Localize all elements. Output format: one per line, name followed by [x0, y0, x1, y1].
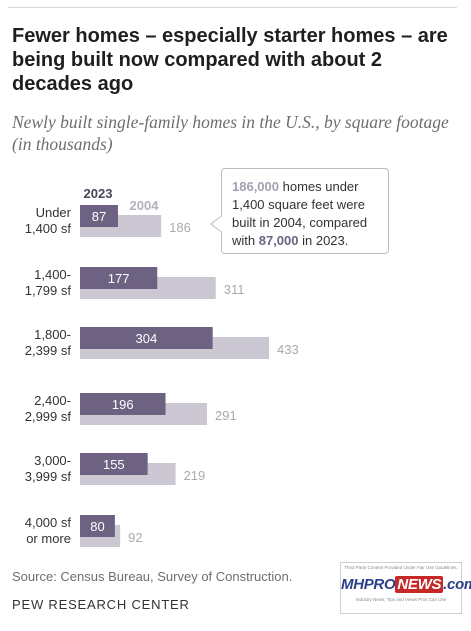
watermark-bottom-text: Industry News, Tips and Views Pros Can U… — [355, 597, 447, 602]
value-label-2004: 311 — [224, 282, 245, 297]
chart-title: Fewer homes – especially starter homes –… — [12, 25, 448, 95]
category-label: 3,000- — [34, 453, 71, 468]
value-label-2004: 433 — [277, 342, 299, 357]
top-rule — [8, 7, 457, 8]
category-label: 4,000 sf — [25, 515, 72, 530]
value-label-2023: 177 — [108, 271, 130, 286]
value-label-2023: 87 — [92, 209, 106, 224]
bar-2023 — [80, 393, 166, 415]
chart-subtitle: Newly built single-family homes in the U… — [12, 112, 449, 154]
value-label-2004: 219 — [184, 468, 206, 483]
logo-part-c: .com — [443, 576, 471, 593]
bar-2023 — [80, 205, 118, 227]
category-label: or more — [26, 531, 71, 546]
source-note: Source: Census Bureau, Survey of Constru… — [12, 569, 293, 584]
category-label: 2,999 sf — [25, 409, 72, 424]
bar-2023 — [80, 267, 158, 289]
category-label: Under — [36, 205, 72, 220]
value-label-2023: 155 — [103, 457, 125, 472]
org-name: PEW RESEARCH CENTER — [12, 597, 190, 612]
logo-part-b: NEWS — [395, 576, 444, 593]
callout-box: 186,000 homes under 1,400 square feet we… — [221, 168, 389, 254]
bar-2023 — [80, 453, 148, 475]
category-label: 3,999 sf — [25, 469, 72, 484]
value-label-2004: 92 — [128, 530, 142, 545]
category-label: 1,400- — [34, 267, 71, 282]
value-label-2023: 80 — [90, 519, 104, 534]
value-label-2023: 196 — [112, 397, 134, 412]
callout-pointer-fill — [212, 216, 222, 232]
category-label: 2,400- — [34, 393, 71, 408]
watermark-top-text: Third Party Content Provided Under Fair … — [344, 565, 458, 570]
legend-2023: 2023 — [84, 186, 113, 201]
category-label: 1,800- — [34, 327, 71, 342]
watermark-logo: Third Party Content Provided Under Fair … — [340, 562, 471, 614]
callout-text-2: in 2023. — [298, 233, 349, 248]
callout-text-1: homes under 1,400 square feet were built… — [232, 179, 368, 248]
logo-part-a: MHPRO — [341, 576, 396, 593]
callout-value-2023: 87,000 — [258, 233, 299, 248]
value-label-2004: 186 — [169, 220, 191, 235]
value-label-2004: 291 — [215, 408, 237, 423]
callout-value-2004: 186,000 — [232, 179, 279, 194]
category-label: 1,799 sf — [25, 283, 72, 298]
category-label: 1,400 sf — [25, 221, 72, 236]
bar-2023 — [80, 327, 213, 349]
value-label-2023: 304 — [135, 331, 157, 346]
bar-2023 — [80, 515, 115, 537]
legend-2004: 2004 — [130, 198, 160, 213]
category-label: 2,399 sf — [25, 343, 72, 358]
